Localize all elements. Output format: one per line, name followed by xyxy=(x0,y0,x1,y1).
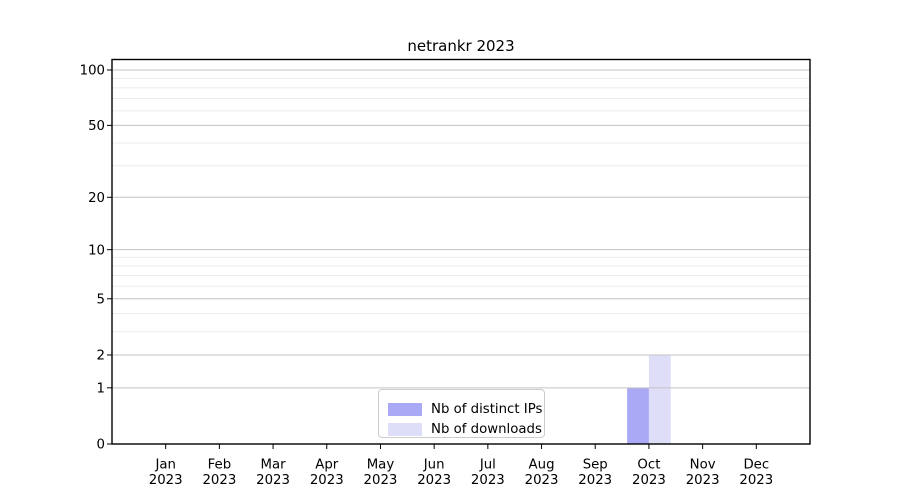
x-tick-label-year: 2023 xyxy=(149,473,183,488)
plot-border xyxy=(111,58,811,445)
y-tick-label: 2 xyxy=(97,349,105,364)
x-tick-label-year: 2023 xyxy=(525,473,559,488)
x-tick-label-year: 2023 xyxy=(364,473,398,488)
x-tick-label-year: 2023 xyxy=(739,473,773,488)
x-tick-label-year: 2023 xyxy=(417,473,451,488)
y-tick-label: 50 xyxy=(88,119,105,134)
x-tick-label-month: Mar xyxy=(261,458,287,473)
y-tick-label: 1 xyxy=(97,381,105,396)
legend-swatch-distinct-ips xyxy=(388,402,422,416)
x-tick-label-month: Nov xyxy=(690,458,716,473)
bar-downloads xyxy=(648,354,671,444)
y-tick-label: 100 xyxy=(80,64,105,79)
x-tick-label-month: Jun xyxy=(423,458,445,473)
y-tick-label: 5 xyxy=(97,292,105,307)
y-tick-label: 0 xyxy=(97,438,105,453)
legend-item-downloads: Nb of downloads xyxy=(388,419,544,439)
x-tick-label-year: 2023 xyxy=(310,473,344,488)
x-tick-label-month: Jan xyxy=(154,458,176,473)
x-tick-label-month: Apr xyxy=(315,458,339,473)
legend: Nb of distinct IPs Nb of downloads xyxy=(378,389,545,438)
x-tick-label-month: Aug xyxy=(529,458,555,473)
x-tick-label-year: 2023 xyxy=(632,473,666,488)
x-tick-label-month: May xyxy=(367,458,395,473)
x-tick-label-month: Jul xyxy=(479,458,496,473)
x-tick-label-month: Dec xyxy=(743,458,769,473)
y-tick-label: 10 xyxy=(88,243,105,258)
x-tick-label-month: Sep xyxy=(583,458,608,473)
x-tick-label-year: 2023 xyxy=(256,473,290,488)
x-tick-label-year: 2023 xyxy=(578,473,612,488)
chart-title: netrankr 2023 xyxy=(407,37,515,55)
x-tick-label-month: Oct xyxy=(637,458,660,473)
legend-item-distinct-ips: Nb of distinct IPs xyxy=(388,399,544,419)
x-tick-label-month: Feb xyxy=(208,458,232,473)
legend-swatch-downloads xyxy=(388,422,422,436)
bar-distinct-ips xyxy=(627,387,649,444)
x-tick-label-year: 2023 xyxy=(202,473,236,488)
y-tick-label: 20 xyxy=(88,191,105,206)
x-tick-label-year: 2023 xyxy=(686,473,720,488)
x-tick-label-year: 2023 xyxy=(471,473,505,488)
legend-label-downloads: Nb of downloads xyxy=(431,421,542,437)
legend-label-distinct-ips: Nb of distinct IPs xyxy=(431,401,543,417)
